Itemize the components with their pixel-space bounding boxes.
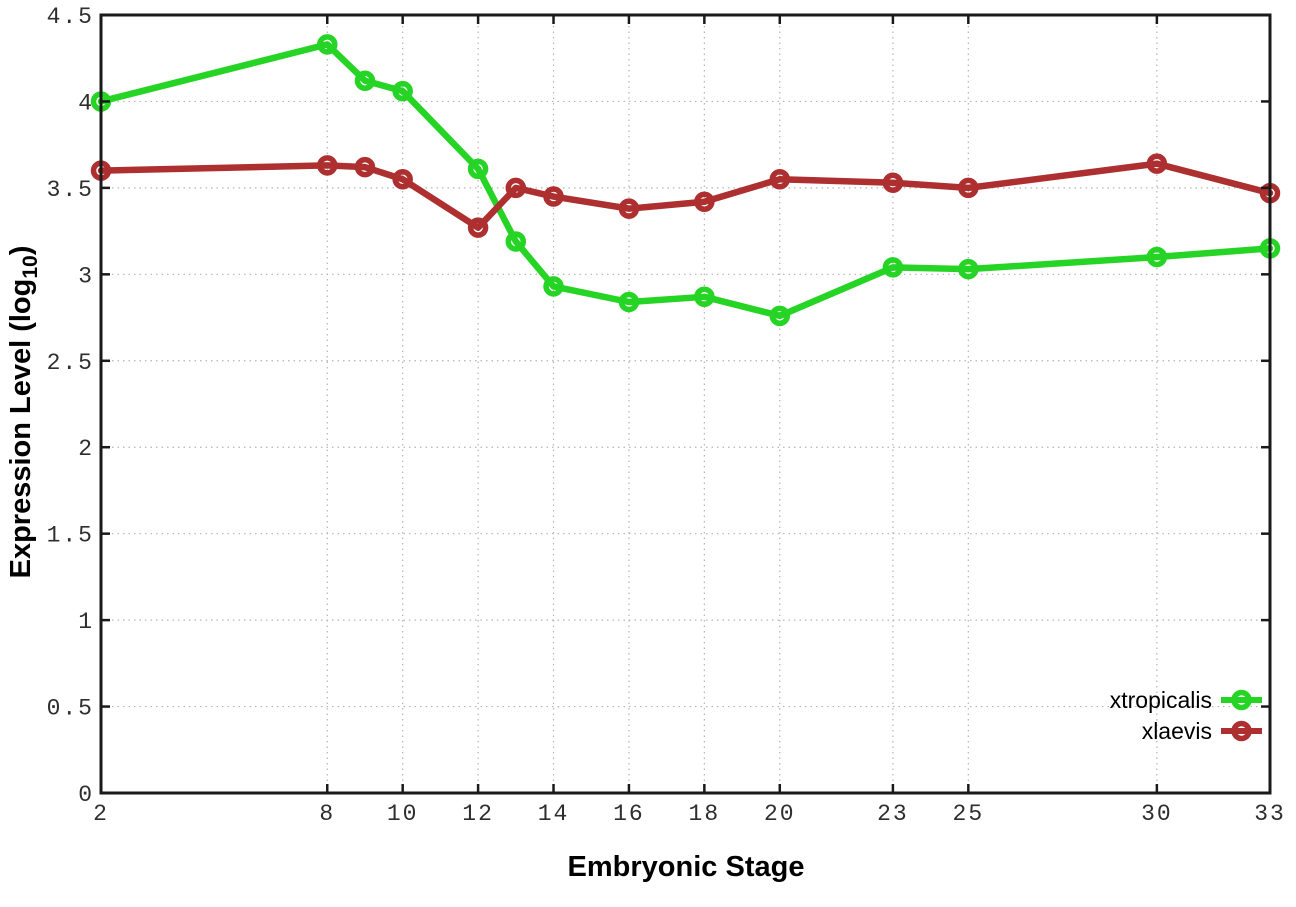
data-point-xtropicalis	[354, 70, 376, 91]
data-point-xtropicalis	[618, 291, 640, 313]
data-point-xlaevis	[1146, 153, 1168, 174]
data-point-xlaevis	[882, 172, 904, 193]
x-tick-label: 30	[1141, 801, 1173, 827]
y-axis-title-text: Expression Level (log10)	[5, 246, 42, 579]
data-point-xtropicalis	[769, 305, 791, 327]
y-tick-label: 4	[78, 90, 94, 116]
plot-border	[99, 13, 1272, 795]
data-point-xlaevis	[958, 177, 979, 199]
y-tick-label: 4.5	[47, 4, 94, 30]
data-point-xtropicalis	[467, 158, 489, 180]
y-tick-label: 1.5	[47, 523, 94, 549]
legend-marker-xtropicalis	[1231, 689, 1252, 711]
data-point-xtropicalis	[392, 80, 413, 102]
data-point-xlaevis	[505, 177, 527, 199]
x-tick-label: 16	[613, 801, 645, 827]
y-tick-label: 3	[78, 263, 94, 289]
x-tick-label: 12	[462, 801, 494, 827]
data-point-xtropicalis	[543, 276, 564, 297]
data-point-xlaevis	[618, 198, 640, 219]
data-point-xtropicalis	[882, 257, 904, 278]
x-tick-label: 18	[689, 801, 721, 827]
legend-label-xtropicalis: xtropicalis	[1110, 687, 1212, 713]
x-tick-label: 2	[93, 801, 109, 827]
legend-marker-xlaevis	[1231, 720, 1252, 742]
grid-layer	[100, 14, 1271, 794]
data-point-xtropicalis	[1146, 246, 1168, 268]
y-tick-label: 0.5	[47, 696, 94, 722]
series-line-xtropicalis	[97, 41, 1274, 320]
y-tick-label: 3.5	[47, 177, 94, 203]
data-point-xtropicalis	[317, 34, 338, 55]
data-point-xlaevis	[467, 217, 489, 238]
data-point-xtropicalis	[694, 286, 715, 308]
data-point-xtropicalis	[958, 258, 979, 280]
data-point-xlaevis	[317, 155, 338, 176]
x-tick-label: 14	[538, 801, 570, 827]
data-point-xlaevis	[392, 168, 413, 190]
data-point-xlaevis	[694, 191, 715, 212]
x-tick-label: 10	[387, 801, 419, 827]
y-tick-label: 2.5	[47, 350, 94, 376]
x-tick-label: 8	[319, 801, 335, 827]
x-tick-label: 20	[764, 801, 796, 827]
y-tick-label: 0	[78, 782, 94, 808]
series-line-xlaevis	[97, 160, 1274, 231]
y-tick-label: 1	[78, 609, 94, 635]
legend-layer: xtropicalis xlaevis	[1110, 687, 1262, 744]
data-point-xlaevis	[354, 156, 376, 178]
x-tick-label: 33	[1254, 801, 1286, 827]
data-point-xlaevis	[769, 168, 791, 190]
x-axis-title: Embryonic Stage	[568, 851, 805, 883]
x-tick-label: 25	[953, 801, 985, 827]
legend-label-xlaevis: xlaevis	[1142, 718, 1212, 744]
data-point-xtropicalis	[505, 231, 527, 252]
series-layer	[90, 34, 1281, 327]
x-tick-label: 23	[877, 801, 909, 827]
y-axis-title: Expression Level (log10)	[5, 246, 42, 579]
y-tick-label: 2	[78, 436, 94, 462]
data-point-xlaevis	[543, 186, 564, 207]
axis-layer: 2 8 10 12 14 16 18 20 23 25 30 33 0 0.5 1 1.5 2 2.5 3 3.5 4 4…	[47, 4, 1286, 827]
